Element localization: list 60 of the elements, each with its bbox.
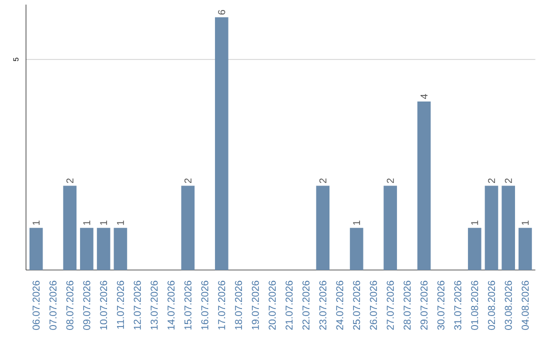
x-tick-label: 08.07.2026 [66, 280, 74, 330]
x-tick-label: 29.07.2026 [420, 280, 428, 330]
bar [29, 228, 43, 270]
x-tick-label: 16.07.2026 [201, 280, 208, 330]
bar [502, 186, 516, 270]
bar [518, 228, 532, 270]
x-tick-label: 15.07.2026 [184, 280, 192, 330]
x-tick-label: 09.07.2026 [83, 280, 90, 330]
data-label: 1 [32, 220, 40, 225]
x-tick-label: 17.07.2026 [218, 280, 226, 330]
bar [63, 186, 77, 270]
x-tick-label: 10.07.2026 [100, 280, 108, 330]
x-tick-label: 01.08.2026 [471, 280, 478, 330]
x-tick-label: 22.07.2026 [302, 280, 310, 330]
x-tick-label: 26.07.2026 [370, 280, 377, 330]
bar [181, 186, 195, 270]
x-tick-label: 07.07.2026 [49, 280, 57, 330]
bar [96, 228, 110, 270]
bar [316, 186, 330, 270]
data-label: 2 [504, 178, 512, 184]
x-tick-label: 18.07.2026 [234, 280, 242, 330]
data-label: 1 [471, 220, 478, 225]
bar [214, 17, 228, 270]
x-tick-label: 11.07.2026 [116, 280, 124, 329]
data-label: 1 [353, 220, 360, 225]
data-label: 2 [319, 178, 326, 184]
data-label: 6 [218, 10, 226, 15]
x-tick-label: 14.07.2026 [168, 280, 175, 330]
bar [350, 228, 364, 270]
x-tick-label: 19.07.2026 [252, 280, 259, 330]
x-tick-label: 23.07.2026 [319, 280, 326, 330]
bar [468, 228, 482, 270]
data-label: 4 [420, 94, 428, 100]
x-tick-label: 12.07.2026 [134, 280, 141, 330]
data-label: 1 [522, 220, 529, 225]
data-label: 2 [184, 178, 192, 184]
data-label: 2 [386, 178, 394, 184]
bar [80, 228, 94, 270]
x-tick-label: 20.07.2026 [268, 280, 276, 330]
x-tick-label: 13.07.2026 [150, 280, 158, 330]
bar [417, 102, 431, 270]
x-tick-label: 04.08.2026 [522, 280, 529, 330]
x-tick-label: 24.07.2026 [336, 280, 344, 330]
bar [484, 186, 498, 270]
data-label: 1 [83, 220, 90, 225]
x-tick-label: 31.07.2026 [454, 280, 462, 330]
bar [114, 228, 128, 270]
x-tick-label: 02.08.2026 [488, 280, 496, 330]
x-tick-label: 06.07.2026 [32, 280, 40, 330]
x-tick-label: 25.07.2026 [353, 280, 360, 330]
data-label: 1 [117, 220, 124, 225]
bar [384, 186, 397, 270]
x-tick-label: 28.07.2026 [404, 280, 411, 330]
x-tick-label: 30.07.2026 [437, 280, 444, 330]
x-tick-label: 27.07.2026 [386, 280, 394, 330]
data-label: 2 [66, 178, 74, 184]
x-tick-label: 21.07.2026 [286, 280, 293, 330]
data-label: 1 [100, 220, 108, 225]
x-tick-label: 03.08.2026 [504, 280, 512, 330]
data-label: 2 [488, 178, 495, 184]
